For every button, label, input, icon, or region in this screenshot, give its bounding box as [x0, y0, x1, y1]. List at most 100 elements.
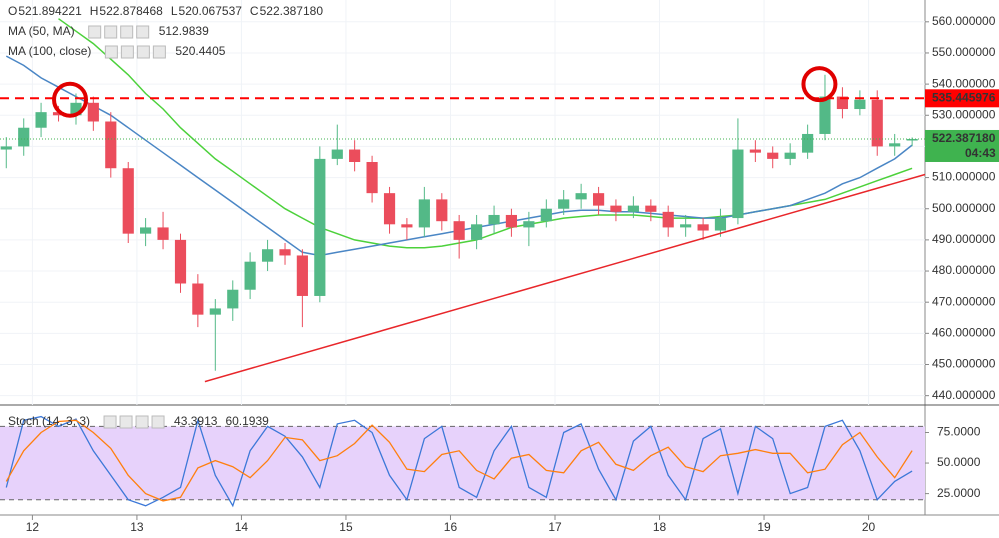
annotation-circle — [801, 66, 838, 103]
x-tick-label: 15 — [339, 520, 353, 534]
legend-icon[interactable] — [135, 415, 149, 429]
x-tick-label: 20 — [862, 520, 876, 534]
y-tick-label: 530.000000 — [932, 107, 996, 121]
candle-body — [523, 221, 535, 228]
candle-body — [279, 249, 291, 256]
candle-body — [784, 152, 796, 159]
legend-icon[interactable] — [120, 45, 134, 59]
candle-body — [192, 283, 204, 315]
candle-body — [558, 199, 570, 209]
candle-body — [802, 133, 814, 153]
x-tick-label: 18 — [653, 520, 667, 534]
candle-body — [18, 127, 30, 147]
last-price-label: 522.387180 — [932, 131, 996, 145]
candle-body — [662, 211, 674, 228]
y-tick-label: 550.000000 — [932, 45, 996, 59]
candle-body — [592, 193, 605, 206]
legend-name: MA (50, MA) — [8, 24, 75, 38]
candle-body — [87, 102, 99, 122]
candle-body — [697, 224, 709, 231]
candle-body — [331, 149, 343, 159]
y-tick-label: 560.000000 — [932, 14, 996, 28]
level-label: 535.445976 — [932, 90, 996, 104]
x-tick-label: 13 — [130, 520, 144, 534]
candle-body — [610, 205, 622, 212]
candle-body — [227, 289, 239, 309]
y-tick-label: 440.000000 — [932, 388, 996, 402]
x-tick-label: 17 — [548, 520, 562, 534]
ohlc-value: 522.878468 — [99, 4, 163, 18]
stoch-line — [5, 415, 913, 508]
legend-icon[interactable] — [88, 25, 102, 39]
last-price-box — [925, 129, 999, 162]
legend-value: 43.3913 — [174, 414, 218, 428]
x-tick-label: 14 — [235, 520, 249, 534]
legend-icon[interactable] — [136, 45, 150, 59]
candle-body — [854, 99, 866, 110]
candle-body — [505, 214, 518, 228]
legend-icon[interactable] — [104, 25, 118, 39]
candle-body — [627, 205, 639, 212]
legend-icon[interactable] — [103, 415, 117, 429]
y-tick-label: 50.0000 — [937, 455, 981, 469]
y-tick-label: 510.000000 — [932, 170, 996, 184]
candle-body — [471, 224, 483, 240]
legend-icon[interactable] — [104, 45, 118, 59]
candle-body — [906, 138, 918, 141]
stoch-band — [0, 426, 925, 500]
ohlc-value: 521.894221 — [18, 4, 82, 18]
candle-body — [540, 208, 552, 222]
candle-body — [174, 239, 187, 284]
ohlc-key: O — [8, 4, 17, 18]
legend-name: MA (100, close) — [8, 44, 91, 58]
y-tick-label: 25.0000 — [937, 486, 981, 500]
x-tick-label: 19 — [757, 520, 771, 534]
level-label-box — [925, 89, 999, 108]
candle-body — [105, 121, 117, 169]
candle-body — [401, 224, 413, 228]
y-tick-label: 500.000000 — [932, 201, 996, 215]
legend-icon[interactable] — [119, 415, 133, 429]
x-tick-label: 12 — [26, 520, 40, 534]
candle-body — [122, 168, 134, 234]
ohlc-value: 522.387180 — [260, 4, 324, 18]
candle-body — [436, 199, 448, 222]
countdown: 04:43 — [965, 146, 996, 160]
candle-body — [35, 112, 47, 128]
y-tick-label: 490.000000 — [932, 232, 996, 246]
candle-body — [244, 261, 256, 290]
y-tick-label: 540.000000 — [932, 76, 996, 90]
candle-body — [453, 221, 465, 240]
candle-body — [680, 224, 692, 228]
candle-body — [714, 218, 727, 231]
candle-body — [261, 249, 274, 262]
candle-body — [70, 102, 82, 116]
candle-body — [871, 99, 883, 147]
y-tick-label: 480.000000 — [932, 263, 996, 277]
legend-icon[interactable] — [151, 415, 165, 429]
candle-body — [296, 255, 308, 296]
candle-body — [0, 146, 12, 150]
candle-body — [418, 199, 430, 228]
legend-value: 512.9839 — [159, 24, 209, 38]
candle-body — [383, 193, 396, 225]
stoch-title: Stoch (14, 3, 3) — [8, 414, 90, 428]
ohlc-key: H — [90, 4, 99, 18]
candle-body — [645, 205, 657, 212]
ohlc-value: 520.067537 — [179, 4, 243, 18]
trendline — [204, 173, 926, 383]
legend-icon[interactable] — [152, 45, 166, 59]
ohlc-key: C — [250, 4, 259, 18]
legend-value: 520.4405 — [175, 44, 225, 58]
annotation-circle — [52, 81, 89, 118]
stoch-line — [5, 419, 913, 502]
y-tick-label: 460.000000 — [932, 326, 996, 340]
legend-icon[interactable] — [120, 25, 134, 39]
legend-icon[interactable] — [136, 25, 150, 39]
candle-body — [889, 143, 901, 147]
candle-body — [767, 152, 779, 159]
candle-body — [836, 96, 849, 110]
candle-body — [349, 149, 361, 162]
y-tick-label: 450.000000 — [932, 357, 996, 371]
